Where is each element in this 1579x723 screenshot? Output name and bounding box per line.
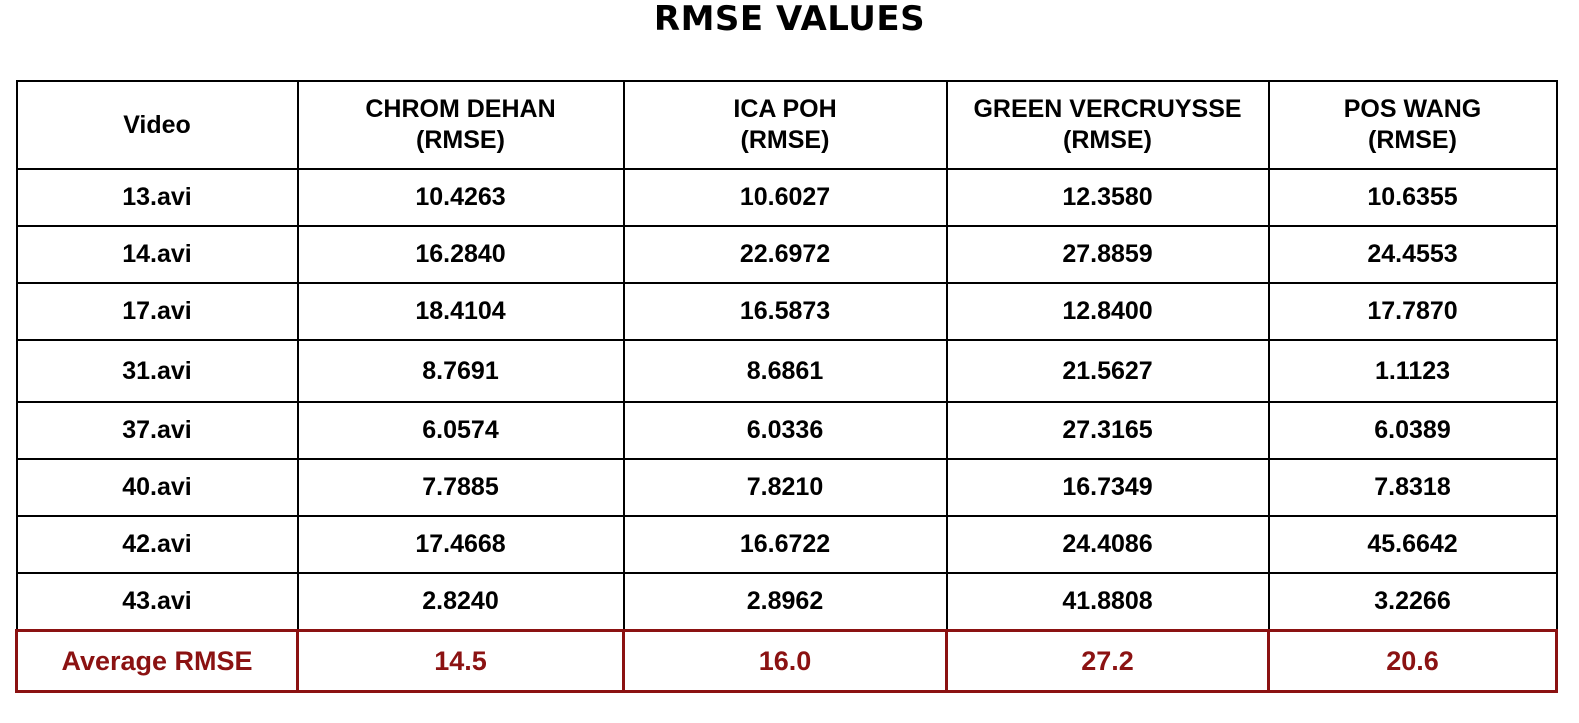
value-cell: 7.8318 bbox=[1267, 458, 1558, 517]
average-value-cell: 16.0 bbox=[622, 629, 948, 693]
value-cell: 8.6861 bbox=[622, 339, 948, 403]
video-cell: 13.avi bbox=[15, 168, 299, 227]
column-header-green-vercruysse: GREEN VERCRUYSSE (RMSE) bbox=[945, 80, 1270, 170]
column-header-video: Video bbox=[15, 80, 299, 170]
column-header-label: POS WANG bbox=[1343, 95, 1482, 123]
column-header-label: GREEN VERCRUYSSE bbox=[973, 95, 1242, 123]
table-row: 17.avi 18.4104 16.5873 12.8400 17.7870 bbox=[15, 282, 1558, 341]
video-cell: 31.avi bbox=[15, 339, 299, 403]
table-row: 37.avi 6.0574 6.0336 27.3165 6.0389 bbox=[15, 401, 1558, 460]
average-label: Average RMSE bbox=[15, 629, 299, 693]
average-value-cell: 20.6 bbox=[1267, 629, 1558, 693]
table-row: 31.avi 8.7691 8.6861 21.5627 1.1123 bbox=[15, 339, 1558, 403]
value-cell: 45.6642 bbox=[1267, 515, 1558, 574]
value-cell: 24.4553 bbox=[1267, 225, 1558, 284]
value-cell: 16.2840 bbox=[296, 225, 625, 284]
value-cell: 27.8859 bbox=[945, 225, 1270, 284]
value-cell: 17.7870 bbox=[1267, 282, 1558, 341]
table-row: 42.avi 17.4668 16.6722 24.4086 45.6642 bbox=[15, 515, 1558, 574]
average-row: Average RMSE 14.5 16.0 27.2 20.6 bbox=[15, 629, 1558, 693]
value-cell: 6.0389 bbox=[1267, 401, 1558, 460]
video-cell: 40.avi bbox=[15, 458, 299, 517]
column-header-unit: (RMSE) bbox=[1063, 126, 1152, 154]
rmse-table: Video CHROM DEHAN (RMSE) ICA POH (RMSE) … bbox=[15, 80, 1558, 693]
value-cell: 3.2266 bbox=[1267, 572, 1558, 632]
video-cell: 17.avi bbox=[15, 282, 299, 341]
value-cell: 10.6355 bbox=[1267, 168, 1558, 227]
column-header-pos-wang: POS WANG (RMSE) bbox=[1267, 80, 1558, 170]
column-header-label: Video bbox=[123, 110, 191, 139]
video-cell: 14.avi bbox=[15, 225, 299, 284]
table-row: 40.avi 7.7885 7.8210 16.7349 7.8318 bbox=[15, 458, 1558, 517]
value-cell: 17.4668 bbox=[296, 515, 625, 574]
average-value-cell: 14.5 bbox=[296, 629, 625, 693]
column-header-unit: (RMSE) bbox=[1368, 126, 1457, 154]
video-cell: 37.avi bbox=[15, 401, 299, 460]
value-cell: 2.8962 bbox=[622, 572, 948, 632]
column-header-chrom-dehan: CHROM DEHAN (RMSE) bbox=[296, 80, 625, 170]
video-cell: 42.avi bbox=[15, 515, 299, 574]
value-cell: 12.8400 bbox=[945, 282, 1270, 341]
column-header-label: CHROM DEHAN bbox=[365, 95, 556, 123]
value-cell: 7.8210 bbox=[622, 458, 948, 517]
value-cell: 21.5627 bbox=[945, 339, 1270, 403]
column-header-unit: (RMSE) bbox=[740, 126, 830, 154]
average-value-cell: 27.2 bbox=[945, 629, 1270, 693]
value-cell: 7.7885 bbox=[296, 458, 625, 517]
column-header-label: ICA POH bbox=[733, 95, 837, 123]
value-cell: 16.7349 bbox=[945, 458, 1270, 517]
value-cell: 10.6027 bbox=[622, 168, 948, 227]
value-cell: 24.4086 bbox=[945, 515, 1270, 574]
table-row: 14.avi 16.2840 22.6972 27.8859 24.4553 bbox=[15, 225, 1558, 284]
value-cell: 27.3165 bbox=[945, 401, 1270, 460]
value-cell: 22.6972 bbox=[622, 225, 948, 284]
column-header-ica-poh: ICA POH (RMSE) bbox=[622, 80, 948, 170]
value-cell: 10.4263 bbox=[296, 168, 625, 227]
value-cell: 16.6722 bbox=[622, 515, 948, 574]
table-row: 13.avi 10.4263 10.6027 12.3580 10.6355 bbox=[15, 168, 1558, 227]
header-row: Video CHROM DEHAN (RMSE) ICA POH (RMSE) … bbox=[15, 80, 1558, 170]
value-cell: 6.0574 bbox=[296, 401, 625, 460]
value-cell: 12.3580 bbox=[945, 168, 1270, 227]
column-header-unit: (RMSE) bbox=[416, 126, 505, 154]
video-cell: 43.avi bbox=[15, 572, 299, 632]
value-cell: 41.8808 bbox=[945, 572, 1270, 632]
value-cell: 6.0336 bbox=[622, 401, 948, 460]
table-row: 43.avi 2.8240 2.8962 41.8808 3.2266 bbox=[15, 572, 1558, 632]
value-cell: 8.7691 bbox=[296, 339, 625, 403]
value-cell: 16.5873 bbox=[622, 282, 948, 341]
value-cell: 1.1123 bbox=[1267, 339, 1558, 403]
value-cell: 18.4104 bbox=[296, 282, 625, 341]
page-title: RMSE VALUES bbox=[653, 0, 926, 39]
value-cell: 2.8240 bbox=[296, 572, 625, 632]
